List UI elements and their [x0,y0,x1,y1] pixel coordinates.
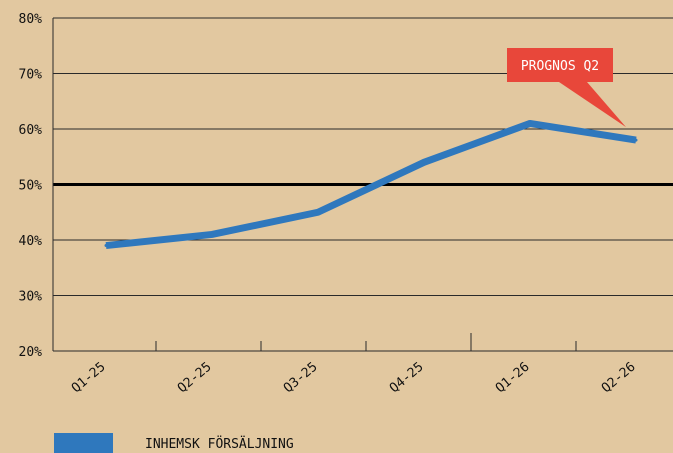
data-point [210,232,214,236]
x-tick-label: Q3-25 [281,360,321,397]
data-point [422,160,426,164]
annotation: PROGNOS Q2 [507,48,626,128]
y-tick-label: 70% [19,68,43,83]
x-axis-ticks: Q1-25 Q2-25 Q3-25 Q4-25 Q1-26 Q2-26 [69,360,639,397]
x-tick-label: Q2-25 [175,360,215,397]
y-tick-label: 40% [19,234,43,249]
callout-shape [507,48,626,128]
y-tick-label: 80% [19,12,43,27]
series-layer [104,119,638,250]
data-point [104,244,108,248]
x-tick-label: Q2-26 [599,360,639,397]
x-tick-label: Q1-26 [493,360,533,397]
legend-swatch [54,433,113,453]
y-tick-label: 20% [19,345,43,360]
axes [52,18,673,352]
y-tick-label: 30% [19,290,43,305]
y-axis-ticks: 20% 30% 40% 50% 60% 70% 80% [19,12,43,360]
data-point [634,138,638,142]
y-tick-label: 60% [19,123,43,138]
callout-text: PROGNOS Q2 [521,59,599,74]
y-tick-label: 50% [19,179,43,194]
legend: INHEMSK FÖRSÄLJNING [54,433,294,453]
legend-label: INHEMSK FÖRSÄLJNING [145,435,294,452]
x-tick-label: Q4-25 [387,360,427,397]
data-point [528,121,532,125]
data-point [316,210,320,214]
data-point [475,141,479,145]
x-tick-label: Q1-25 [69,360,109,397]
